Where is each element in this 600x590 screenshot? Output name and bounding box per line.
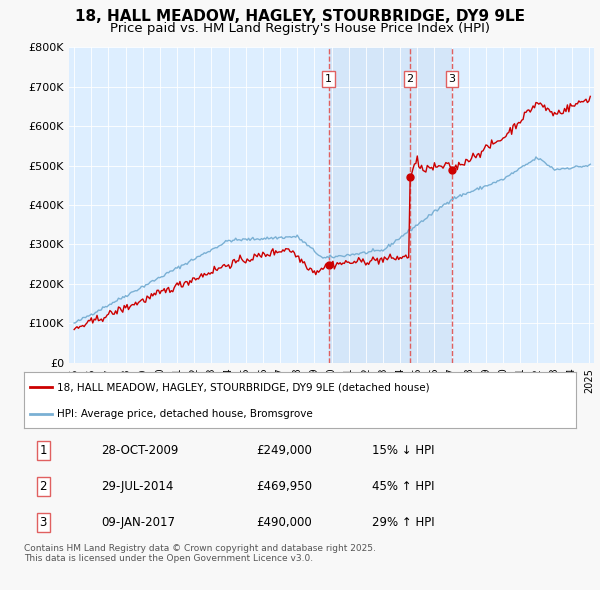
Text: £469,950: £469,950 xyxy=(256,480,312,493)
Text: £490,000: £490,000 xyxy=(256,516,311,529)
Text: 29% ↑ HPI: 29% ↑ HPI xyxy=(372,516,434,529)
Text: Contains HM Land Registry data © Crown copyright and database right 2025.
This d: Contains HM Land Registry data © Crown c… xyxy=(24,544,376,563)
Text: 3: 3 xyxy=(449,74,455,84)
Bar xyxy=(329,47,410,363)
Bar xyxy=(410,47,452,363)
Text: Price paid vs. HM Land Registry's House Price Index (HPI): Price paid vs. HM Land Registry's House … xyxy=(110,22,490,35)
Text: 3: 3 xyxy=(40,516,47,529)
Text: 18, HALL MEADOW, HAGLEY, STOURBRIDGE, DY9 9LE: 18, HALL MEADOW, HAGLEY, STOURBRIDGE, DY… xyxy=(75,9,525,24)
Text: HPI: Average price, detached house, Bromsgrove: HPI: Average price, detached house, Brom… xyxy=(57,409,313,419)
Text: 2: 2 xyxy=(407,74,413,84)
Text: 09-JAN-2017: 09-JAN-2017 xyxy=(101,516,175,529)
Text: £249,000: £249,000 xyxy=(256,444,312,457)
Text: 2: 2 xyxy=(40,480,47,493)
Text: 28-OCT-2009: 28-OCT-2009 xyxy=(101,444,179,457)
Text: 1: 1 xyxy=(325,74,332,84)
Text: 45% ↑ HPI: 45% ↑ HPI xyxy=(372,480,434,493)
Text: 18, HALL MEADOW, HAGLEY, STOURBRIDGE, DY9 9LE (detached house): 18, HALL MEADOW, HAGLEY, STOURBRIDGE, DY… xyxy=(57,382,430,392)
Text: 29-JUL-2014: 29-JUL-2014 xyxy=(101,480,173,493)
Text: 1: 1 xyxy=(40,444,47,457)
Text: 15% ↓ HPI: 15% ↓ HPI xyxy=(372,444,434,457)
